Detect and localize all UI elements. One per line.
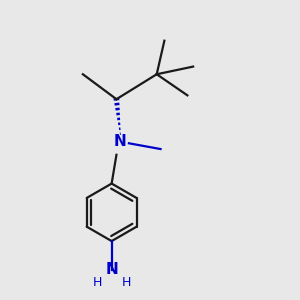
Text: H: H [121,276,131,289]
Text: N: N [114,134,127,149]
Text: N: N [105,262,118,277]
Text: H: H [93,276,102,289]
